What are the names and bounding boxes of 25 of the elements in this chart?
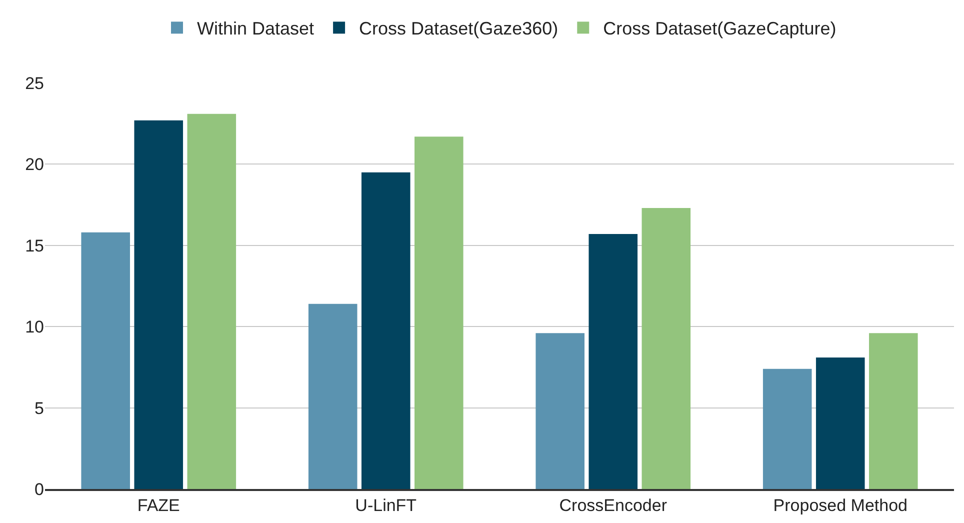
x-tick-label: Proposed Method bbox=[773, 496, 908, 516]
bar bbox=[361, 172, 410, 489]
bar bbox=[762, 368, 812, 489]
bar bbox=[642, 208, 691, 489]
bar bbox=[134, 120, 184, 489]
bar bbox=[81, 232, 130, 489]
y-tick-label: 25 bbox=[25, 74, 44, 93]
legend-label: Cross Dataset(Gaze360) bbox=[359, 18, 558, 39]
x-tick-label: U-LinFT bbox=[355, 496, 417, 516]
bar bbox=[816, 357, 865, 489]
bar bbox=[536, 333, 584, 489]
legend-label: Within Dataset bbox=[197, 18, 314, 39]
bar bbox=[187, 114, 236, 489]
legend-label: Cross Dataset(GazeCapture) bbox=[603, 18, 836, 39]
bar bbox=[414, 136, 464, 489]
bar bbox=[869, 333, 918, 489]
y-tick-label: 15 bbox=[25, 236, 44, 256]
y-tick-label: 5 bbox=[34, 398, 44, 418]
y-tick-label: 10 bbox=[25, 318, 44, 337]
x-tick-label: FAZE bbox=[137, 496, 180, 516]
bar bbox=[308, 304, 358, 489]
bar bbox=[588, 234, 638, 489]
y-tick-label: 0 bbox=[34, 480, 44, 499]
y-tick-label: 20 bbox=[25, 155, 44, 174]
x-tick-label: CrossEncoder bbox=[559, 496, 668, 516]
